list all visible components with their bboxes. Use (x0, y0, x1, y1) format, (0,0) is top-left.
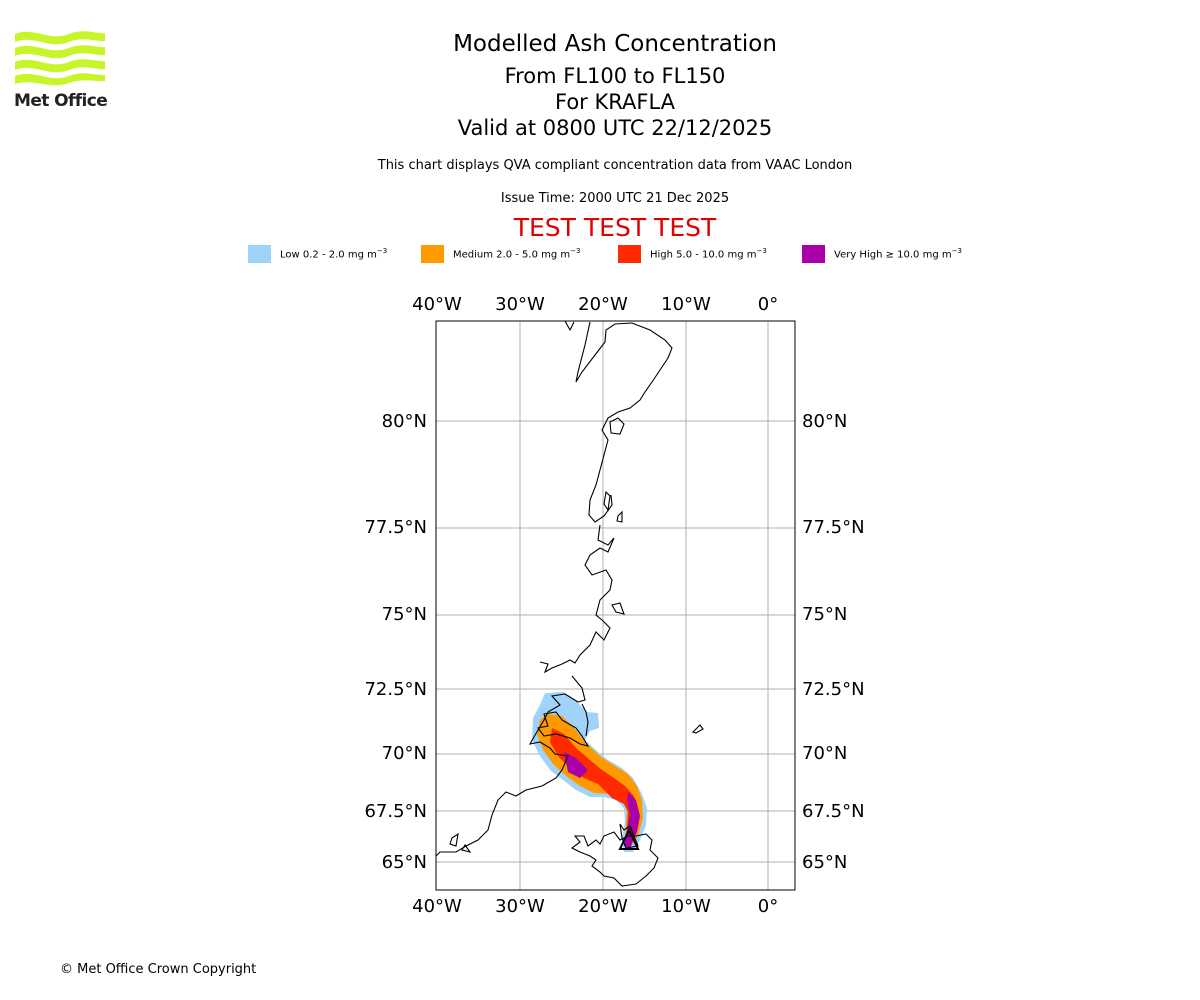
lon-label-top-0: 0° (758, 294, 778, 315)
coastline-svalbard-west (619, 823, 639, 849)
legend-label-medium: Medium 2.0 - 5.0 mg m (453, 249, 571, 261)
legend-swatch-very-high (802, 245, 825, 263)
coastline-greenland-fjords (537, 711, 590, 747)
lat-label-right-65n: 65°N (802, 852, 847, 873)
legend-item-low: Low 0.2 - 2.0 mg m−3 (248, 244, 387, 264)
lat-label-left-77-5n: 77.5°N (364, 517, 427, 538)
lat-label-left-80n: 80°N (382, 411, 427, 432)
legend-item-very-high: Very High ≥ 10.0 mg m−3 (802, 244, 962, 264)
lat-label-right-80n: 80°N (802, 411, 847, 432)
lon-label-bottom-0: 0° (758, 896, 778, 917)
legend-swatch-low (248, 245, 271, 263)
chart-subtitle: This chart displays QVA compliant concen… (377, 158, 853, 173)
coastline-island-4 (611, 602, 625, 615)
coastlines (436, 321, 704, 887)
legend-label-high: High 5.0 - 10.0 mg m (650, 249, 757, 261)
logo-text: Met Office (14, 91, 108, 111)
lat-label-left-65n: 65°N (382, 852, 427, 873)
logo-waves-icon (15, 31, 105, 86)
lat-label-right-67-5n: 67.5°N (802, 801, 865, 822)
issue-time: Issue Time: 2000 UTC 21 Dec 2025 (500, 191, 730, 206)
lat-label-left-70n: 70°N (382, 743, 427, 764)
lat-label-right-70n: 70°N (802, 743, 847, 764)
lat-label-right-75n: 75°N (802, 604, 847, 625)
flight-levels: From FL100 to FL150 (504, 64, 726, 88)
met-office-logo: Met Office (14, 28, 110, 114)
legend-item-medium: Medium 2.0 - 5.0 mg m−3 (421, 244, 580, 264)
lon-label-bottom-20w: 20°W (578, 896, 628, 917)
lon-label-bottom-30w: 30°W (495, 896, 545, 917)
lon-label-top-20w: 20°W (578, 294, 628, 315)
legend-item-high: High 5.0 - 10.0 mg m−3 (618, 244, 767, 264)
volcano-marker-icon (618, 827, 640, 850)
lon-label-top-10w: 10°W (661, 294, 711, 315)
lat-label-right-72-5n: 72.5°N (802, 679, 865, 700)
lat-label-right-77-5n: 77.5°N (802, 517, 865, 538)
coastline-island-3 (616, 510, 623, 523)
lat-label-left-67-5n: 67.5°N (364, 801, 427, 822)
coastline-island-1 (609, 417, 625, 435)
legend-swatch-high (618, 245, 641, 263)
coastline-island-5 (691, 724, 704, 734)
coastline-north (539, 321, 673, 674)
coastline-greenland (436, 675, 586, 857)
legend-swatch-medium (421, 245, 444, 263)
valid-time: Valid at 0800 UTC 22/12/2025 (457, 116, 773, 140)
lat-label-left-72-5n: 72.5°N (364, 679, 427, 700)
lon-label-top-30w: 30°W (495, 294, 545, 315)
coastline-island-2 (603, 490, 611, 512)
legend-label-very-high: Very High ≥ 10.0 mg m (834, 249, 952, 261)
volcano-name: For KRAFLA (555, 90, 675, 114)
chart-title: Modelled Ash Concentration (453, 31, 777, 57)
lon-label-bottom-10w: 10°W (661, 896, 711, 917)
map-frame (435, 320, 796, 891)
copyright: © Met Office Crown Copyright (60, 962, 257, 977)
lon-label-bottom-40w: 40°W (412, 896, 462, 917)
lon-label-top-40w: 40°W (412, 294, 462, 315)
lat-label-left-75n: 75°N (382, 604, 427, 625)
coastline-greenland-inlet (581, 703, 589, 737)
test-banner: TEST TEST TEST (513, 213, 717, 242)
legend-label-low: Low 0.2 - 2.0 mg m (280, 249, 377, 261)
coastline-iceland (570, 831, 659, 887)
map-frame-bg (436, 321, 795, 890)
